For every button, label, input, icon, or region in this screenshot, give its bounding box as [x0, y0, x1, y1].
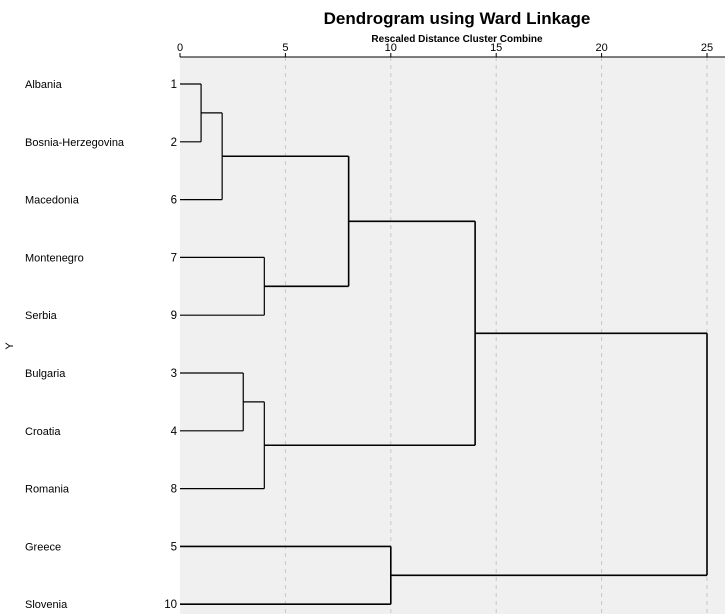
leaf-label: Albania [25, 79, 63, 91]
leaf-case-number: 8 [171, 484, 177, 496]
leaf-label: Slovenia [25, 599, 68, 611]
leaf-case-number: 1 [171, 79, 177, 91]
leaf-label: Romania [25, 484, 70, 496]
leaf-case-number: 5 [171, 541, 177, 553]
x-tick-label: 10 [385, 42, 397, 54]
leaf-label: Serbia [25, 310, 58, 322]
x-tick-label: 5 [282, 42, 288, 54]
leaf-label: Macedonia [25, 195, 80, 207]
leaf-case-number: 3 [171, 368, 177, 380]
leaf-case-number: 6 [171, 195, 177, 207]
leaf-case-number: 9 [171, 310, 177, 322]
leaf-label: Croatia [25, 426, 61, 438]
leaf-case-number: 10 [164, 599, 177, 611]
x-tick-label: 15 [490, 42, 502, 54]
chart-title: Dendrogram using Ward Linkage [324, 9, 591, 28]
x-tick-label: 20 [595, 42, 607, 54]
leaf-case-number: 2 [171, 137, 177, 149]
plot-background [180, 57, 725, 614]
leaf-case-number: 7 [171, 252, 177, 264]
leaf-label: Greece [25, 541, 61, 553]
leaf-label: Bosnia-Herzegovina [25, 137, 125, 149]
y-axis-label: Y [4, 342, 16, 350]
leaf-label: Bulgaria [25, 368, 66, 380]
x-tick-label: 25 [701, 42, 713, 54]
chart-subtitle: Rescaled Distance Cluster Combine [371, 34, 543, 45]
dendrogram-links [180, 83, 708, 606]
x-axis: 0 5 10 15 20 25 [177, 42, 725, 58]
leaf-label: Montenegro [25, 252, 84, 264]
x-tick-label: 0 [177, 42, 183, 54]
row-labels: Albania 1 Bosnia-Herzegovina 2 Macedonia 6 Mon… [25, 79, 178, 611]
leaf-case-number: 4 [171, 426, 178, 438]
